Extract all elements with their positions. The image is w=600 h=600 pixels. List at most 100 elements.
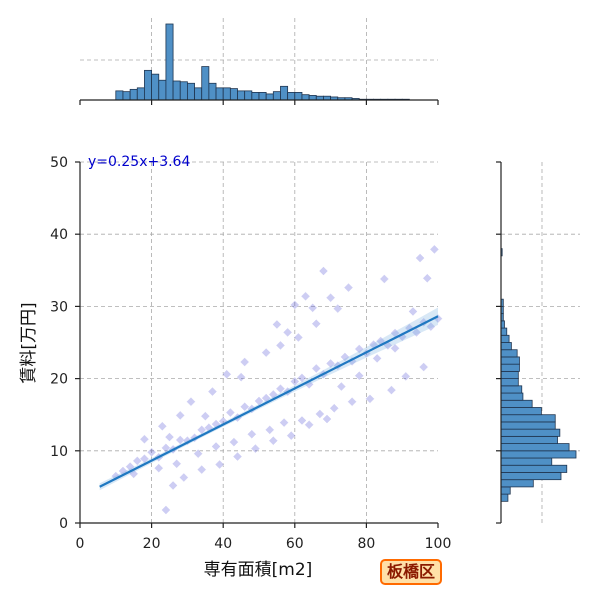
top-hist-bar: [301, 94, 310, 101]
scatter-point: [332, 303, 343, 314]
y-tick-label: 30: [50, 299, 68, 315]
top-hist-bar: [179, 81, 188, 101]
scatter-point: [282, 327, 293, 338]
top-hist-bar: [208, 82, 217, 101]
top-hist-bar: [251, 92, 260, 101]
scatter-point: [329, 403, 340, 414]
right-hist-bar: [500, 443, 570, 452]
scatter-point: [272, 319, 282, 330]
right-hist-bar: [500, 457, 553, 466]
x-tick-label: 40: [214, 536, 232, 552]
top-hist-bar: [136, 87, 145, 101]
scatter-point: [311, 318, 322, 329]
scatter-point: [229, 437, 239, 447]
scatter-point: [318, 266, 329, 276]
top-histogram: [115, 23, 410, 101]
regression-line: [99, 315, 439, 488]
scatter-point: [193, 448, 203, 459]
scatter-point: [297, 373, 307, 383]
scatter-point: [275, 383, 286, 394]
scatter-point: [293, 332, 304, 343]
scatter-point: [336, 381, 347, 392]
scatter-point: [347, 396, 357, 407]
y-tick-label: 10: [50, 444, 68, 460]
top-hist-bar: [280, 85, 289, 101]
right-hist-bar: [500, 349, 518, 358]
right-hist-bar: [500, 472, 562, 481]
scatter-point: [239, 401, 250, 412]
main-grid: [80, 161, 438, 523]
scatter-point: [411, 327, 422, 338]
scatter-point: [343, 282, 354, 293]
right-hist-bar: [500, 327, 508, 336]
right-hist-bar: [500, 363, 520, 372]
right-hist-bar: [500, 356, 520, 365]
right-hist-bar: [500, 378, 519, 387]
scatter-point: [157, 421, 168, 432]
x-tick-label: 100: [425, 536, 452, 552]
scatter-point: [422, 273, 433, 284]
scatter-point: [307, 302, 318, 313]
top-hist-bar: [165, 23, 174, 101]
scatter-point: [214, 459, 225, 470]
scatter-point: [390, 343, 400, 354]
right-hist-bar: [500, 464, 568, 473]
scatter-point: [354, 370, 365, 381]
scatter-point: [246, 429, 257, 440]
scatter-point: [311, 363, 322, 374]
scatter-point: [268, 435, 279, 446]
scatter-point: [164, 432, 175, 442]
top-hist-bar: [186, 82, 195, 101]
top-hist-bar: [308, 95, 317, 101]
scatter-point: [168, 480, 178, 491]
top-hist-bar: [151, 73, 160, 101]
scatter-point: [161, 505, 171, 515]
right-hist-bar: [500, 342, 512, 351]
scatter-point: [325, 292, 336, 303]
y-tick-label: 20: [50, 372, 68, 388]
scatter-point: [286, 430, 297, 441]
scatter-point: [221, 369, 232, 380]
top-hist-bar: [287, 92, 296, 101]
scatter-point: [429, 244, 440, 255]
top-hist-bar: [229, 88, 238, 101]
right-hist-bar: [500, 407, 542, 416]
scatter-point: [250, 443, 261, 454]
right-hist-bar: [500, 414, 556, 423]
right-hist-bar: [500, 479, 534, 488]
scatter-point: [264, 425, 275, 435]
scatter-point: [322, 414, 332, 424]
x-tick-label: 80: [357, 536, 375, 552]
right-hist-bar: [500, 421, 556, 430]
scatter-point: [340, 352, 350, 362]
scatter-point: [289, 376, 300, 387]
top-hist-bar: [194, 87, 203, 101]
top-hist-bar: [258, 92, 267, 101]
right-hist-bar: [500, 450, 577, 459]
scatter-point: [186, 396, 196, 407]
right-histogram: [500, 248, 577, 502]
x-tick-label: 20: [143, 536, 161, 552]
scatter-point: [400, 371, 411, 382]
axes: 0 20 40 60 80 100 0 10 20 30 40 50: [50, 99, 502, 552]
scatter-point: [139, 434, 150, 445]
scatter-point: [178, 472, 189, 483]
scatter-points: [110, 244, 443, 515]
scatter-point: [239, 357, 250, 367]
scatter-point: [408, 306, 418, 317]
top-hist-bar: [237, 90, 246, 101]
scatter-point: [325, 358, 336, 369]
top-hist-bar: [244, 90, 253, 101]
y-axis-title: 賃料[万円]: [19, 302, 39, 383]
scatter-point: [354, 344, 365, 354]
right-hist-bar: [500, 493, 509, 502]
top-hist-bar: [222, 87, 231, 101]
scatter-point: [175, 410, 186, 421]
right-hist-bar: [500, 370, 519, 380]
right-hist-bar: [500, 392, 524, 401]
regression-confidence-band: [99, 307, 438, 491]
right-hist-bar: [500, 385, 523, 394]
scatter-point: [304, 419, 314, 430]
scatter-point: [297, 415, 307, 426]
